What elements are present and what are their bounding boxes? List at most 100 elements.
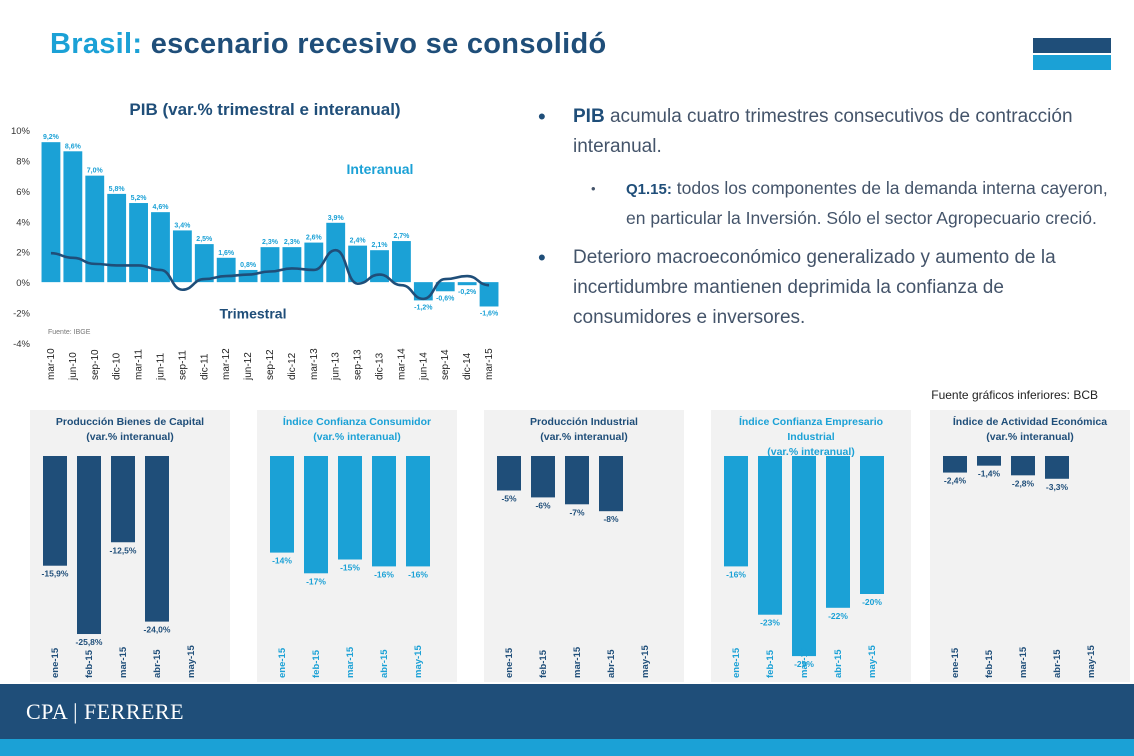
mini-bar-label: -15,9% xyxy=(42,569,69,579)
mini-x-tick-label: mar-15 xyxy=(345,646,356,678)
x-tick-label: jun-14 xyxy=(418,352,429,381)
x-tick-label: dic-11 xyxy=(199,353,210,380)
pib-bar xyxy=(85,175,105,283)
mini-x-tick-label: abr-15 xyxy=(1052,649,1063,678)
mini-bar-label: -16% xyxy=(408,569,428,579)
x-tick-label: sep-13 xyxy=(353,349,364,380)
chart-actividad-economica: Índice de Actividad Económica (var.% inte… xyxy=(930,410,1130,682)
series-label-trimestral: Trimestral xyxy=(220,306,287,322)
pib-bar xyxy=(41,142,61,283)
mini-x-tick-label: mar-15 xyxy=(572,646,583,678)
mini-chart-title: (var.% interanual) xyxy=(540,431,628,443)
mini-x-tick-label: abr-15 xyxy=(606,649,617,678)
mini-bar-label: -14% xyxy=(272,556,292,566)
mini-bar xyxy=(497,456,521,491)
bullet-dot-icon: • xyxy=(538,245,546,270)
pib-bar xyxy=(282,247,302,283)
mini-bar-label: -12,5% xyxy=(110,545,137,555)
footer-strip xyxy=(0,739,1134,756)
x-tick-label: mar-10 xyxy=(46,348,57,380)
pib-bar-label: -0,2% xyxy=(458,289,477,296)
y-tick-label: 8% xyxy=(16,156,30,167)
mini-bar xyxy=(77,456,101,635)
brand-flag-icon xyxy=(1033,38,1111,70)
mini-x-tick-label: mar-15 xyxy=(799,646,810,678)
y-tick-label: 4% xyxy=(16,217,30,228)
mini-chart-title: (var.% interanual) xyxy=(986,431,1074,443)
pib-bar xyxy=(107,193,127,283)
pib-bar-label: 2,7% xyxy=(393,233,410,240)
pib-bar-label: 3,4% xyxy=(174,222,191,229)
mini-chart-title: (var.% interanual) xyxy=(313,431,401,443)
mini-bar-label: -5% xyxy=(501,494,517,504)
page-title: Brasil: escenario recesivo se consolidó xyxy=(50,28,607,61)
pib-bar-label: 2,6% xyxy=(306,235,323,242)
x-tick-label: mar-11 xyxy=(134,349,145,380)
mini-x-tick-label: feb-15 xyxy=(84,649,95,678)
title-part-1: Brasil: xyxy=(50,28,143,60)
mini-x-tick-label: abr-15 xyxy=(379,649,390,678)
x-tick-label: mar-12 xyxy=(221,348,232,380)
bullet-text: todos los componentes de la demanda inte… xyxy=(626,178,1108,228)
x-tick-label: jun-10 xyxy=(68,352,79,381)
mini-chart-title: Índice Confianza Empresario xyxy=(739,415,883,428)
mini-x-tick-label: may-15 xyxy=(186,645,197,678)
mini-bar-label: -7% xyxy=(569,507,585,517)
mini-x-tick-label: feb-15 xyxy=(765,649,776,678)
bullet-list: • PIB acumula cuatro trimestres consecut… xyxy=(538,102,1118,345)
pib-bar-label: 3,9% xyxy=(328,215,345,222)
mini-bar-label: -8% xyxy=(603,514,619,524)
pib-bar-label: 2,4% xyxy=(350,238,367,245)
x-tick-label: jun-11 xyxy=(155,353,166,381)
x-tick-label: mar-14 xyxy=(396,348,407,380)
pib-bar xyxy=(479,282,499,307)
pib-bar-label: 4,6% xyxy=(152,204,169,211)
pib-bar xyxy=(435,282,455,292)
x-tick-label: sep-11 xyxy=(177,350,188,380)
mini-x-tick-label: may-15 xyxy=(640,645,651,678)
mini-bar xyxy=(724,456,748,567)
mini-bar xyxy=(826,456,850,608)
mini-chart-title: Industrial xyxy=(787,431,834,443)
mini-bar xyxy=(145,456,169,622)
mini-x-tick-label: may-15 xyxy=(867,645,878,678)
mini-x-tick-label: feb-15 xyxy=(538,649,549,678)
bullet-text: acumula cuatro trimestres consecutivos d… xyxy=(573,106,1073,157)
mini-bar xyxy=(338,456,362,560)
pib-bar-label: 2,5% xyxy=(196,236,213,243)
mini-x-tick-label: may-15 xyxy=(1086,645,1097,678)
mini-bar xyxy=(304,456,328,574)
mini-bar xyxy=(758,456,782,615)
pib-bar-label: 5,2% xyxy=(131,195,148,202)
y-tick-label: -4% xyxy=(13,339,30,350)
pib-bar-label: 1,6% xyxy=(218,250,235,257)
mini-x-tick-label: ene-15 xyxy=(950,647,961,678)
y-tick-label: 10% xyxy=(11,126,31,137)
x-tick-label: dic-13 xyxy=(375,352,386,380)
mini-bar-label: -3,3% xyxy=(1046,482,1069,492)
x-tick-label: jun-13 xyxy=(331,352,342,381)
title-part-2: escenario recesivo se consolidó xyxy=(150,28,607,60)
pib-bar xyxy=(260,247,280,283)
mini-bar xyxy=(565,456,589,505)
mini-bar xyxy=(270,456,294,553)
pib-bar-label: -1,6% xyxy=(480,310,499,317)
pib-bar xyxy=(457,282,477,286)
mini-bar-label: -22% xyxy=(828,611,848,621)
chart-confianza-consumidor: Índice Confianza Consumidor (var.% intera… xyxy=(257,410,457,682)
pib-bar xyxy=(348,245,368,283)
mini-bar-label: -20% xyxy=(862,597,882,607)
pib-bar xyxy=(194,244,214,283)
pib-bar-label: -0,6% xyxy=(436,295,455,302)
mini-bar xyxy=(43,456,67,566)
y-tick-label: 0% xyxy=(16,278,30,289)
x-tick-label: dic-12 xyxy=(287,352,298,380)
pib-bar-label: -1,2% xyxy=(414,304,433,311)
pib-bar xyxy=(63,151,83,283)
mini-x-tick-label: may-15 xyxy=(413,645,424,678)
chart-confianza-empresario: Índice Confianza Empresario Industrial (va… xyxy=(711,410,911,682)
mini-bar-label: -15% xyxy=(340,563,360,573)
pib-bar xyxy=(151,212,170,283)
mini-bar-label: -24,0% xyxy=(144,625,171,635)
x-tick-label: sep-14 xyxy=(440,349,451,380)
